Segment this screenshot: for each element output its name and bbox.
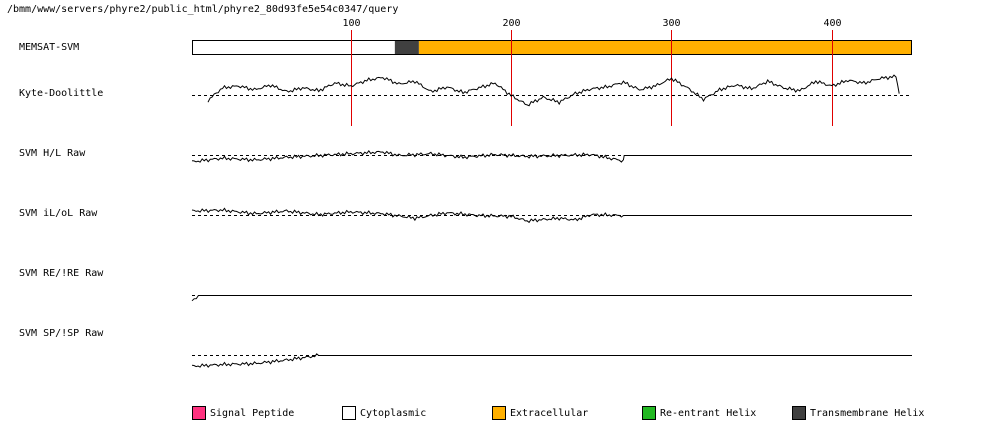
legend-label-transmembrane-helix: Transmembrane Helix bbox=[810, 407, 925, 419]
track-label-svm-il-ol-raw: SVM iL/oL Raw bbox=[19, 208, 98, 219]
tick-label-300: 300 bbox=[662, 18, 680, 29]
legend-item-signal-peptide: Signal Peptide bbox=[192, 405, 294, 421]
svm-il-ol-raw-series-line bbox=[191, 207, 912, 224]
track-label-svm-sp-raw: SVM SP/!SP Raw bbox=[19, 328, 104, 339]
kyte-doolittle-series-line bbox=[207, 74, 900, 107]
track-label-svm-re-raw: SVM RE/!RE Raw bbox=[19, 268, 104, 279]
legend-label-signal-peptide: Signal Peptide bbox=[210, 407, 295, 419]
legend-item-transmembrane-helix: Transmembrane Helix bbox=[792, 405, 924, 421]
legend-item-cytoplasmic: Cytoplasmic bbox=[342, 405, 426, 421]
svm-hl-raw-series-line bbox=[191, 149, 912, 163]
legend-label-cytoplasmic: Cytoplasmic bbox=[360, 407, 427, 419]
track-label-kyte-doolittle: Kyte-Doolittle bbox=[19, 88, 104, 99]
topology-bar-outline bbox=[192, 40, 912, 55]
legend-swatch-extracellular bbox=[492, 406, 506, 420]
topology-segment-cytoplasmic bbox=[192, 40, 395, 55]
topology-segment-extracellular bbox=[418, 40, 912, 55]
track-label-svm-hl-raw: SVM H/L Raw bbox=[19, 148, 86, 159]
legend-swatch-cytoplasmic bbox=[342, 406, 356, 420]
legend-swatch-signal-peptide bbox=[192, 406, 206, 420]
svm-sp-raw-series-line bbox=[191, 353, 912, 368]
svm-re-raw-series-line bbox=[191, 295, 912, 302]
legend-swatch-re-entrant-helix bbox=[642, 406, 656, 420]
legend-item-extracellular: Extracellular bbox=[492, 405, 588, 421]
track-label-memsat-svm: MEMSAT-SVM bbox=[19, 42, 80, 53]
legend-label-re-entrant-helix: Re-entrant Helix bbox=[660, 407, 757, 419]
page-title: /bmm/www/servers/phyre2/public_html/phyr… bbox=[7, 4, 399, 15]
legend-label-extracellular: Extracellular bbox=[510, 407, 589, 419]
legend-swatch-transmembrane-helix bbox=[792, 406, 806, 420]
topology-segment-transmembrane-helix bbox=[394, 40, 419, 55]
tick-label-400: 400 bbox=[823, 18, 841, 29]
tick-label-200: 200 bbox=[502, 18, 520, 29]
tick-label-100: 100 bbox=[342, 18, 360, 29]
legend-item-re-entrant-helix: Re-entrant Helix bbox=[642, 405, 756, 421]
